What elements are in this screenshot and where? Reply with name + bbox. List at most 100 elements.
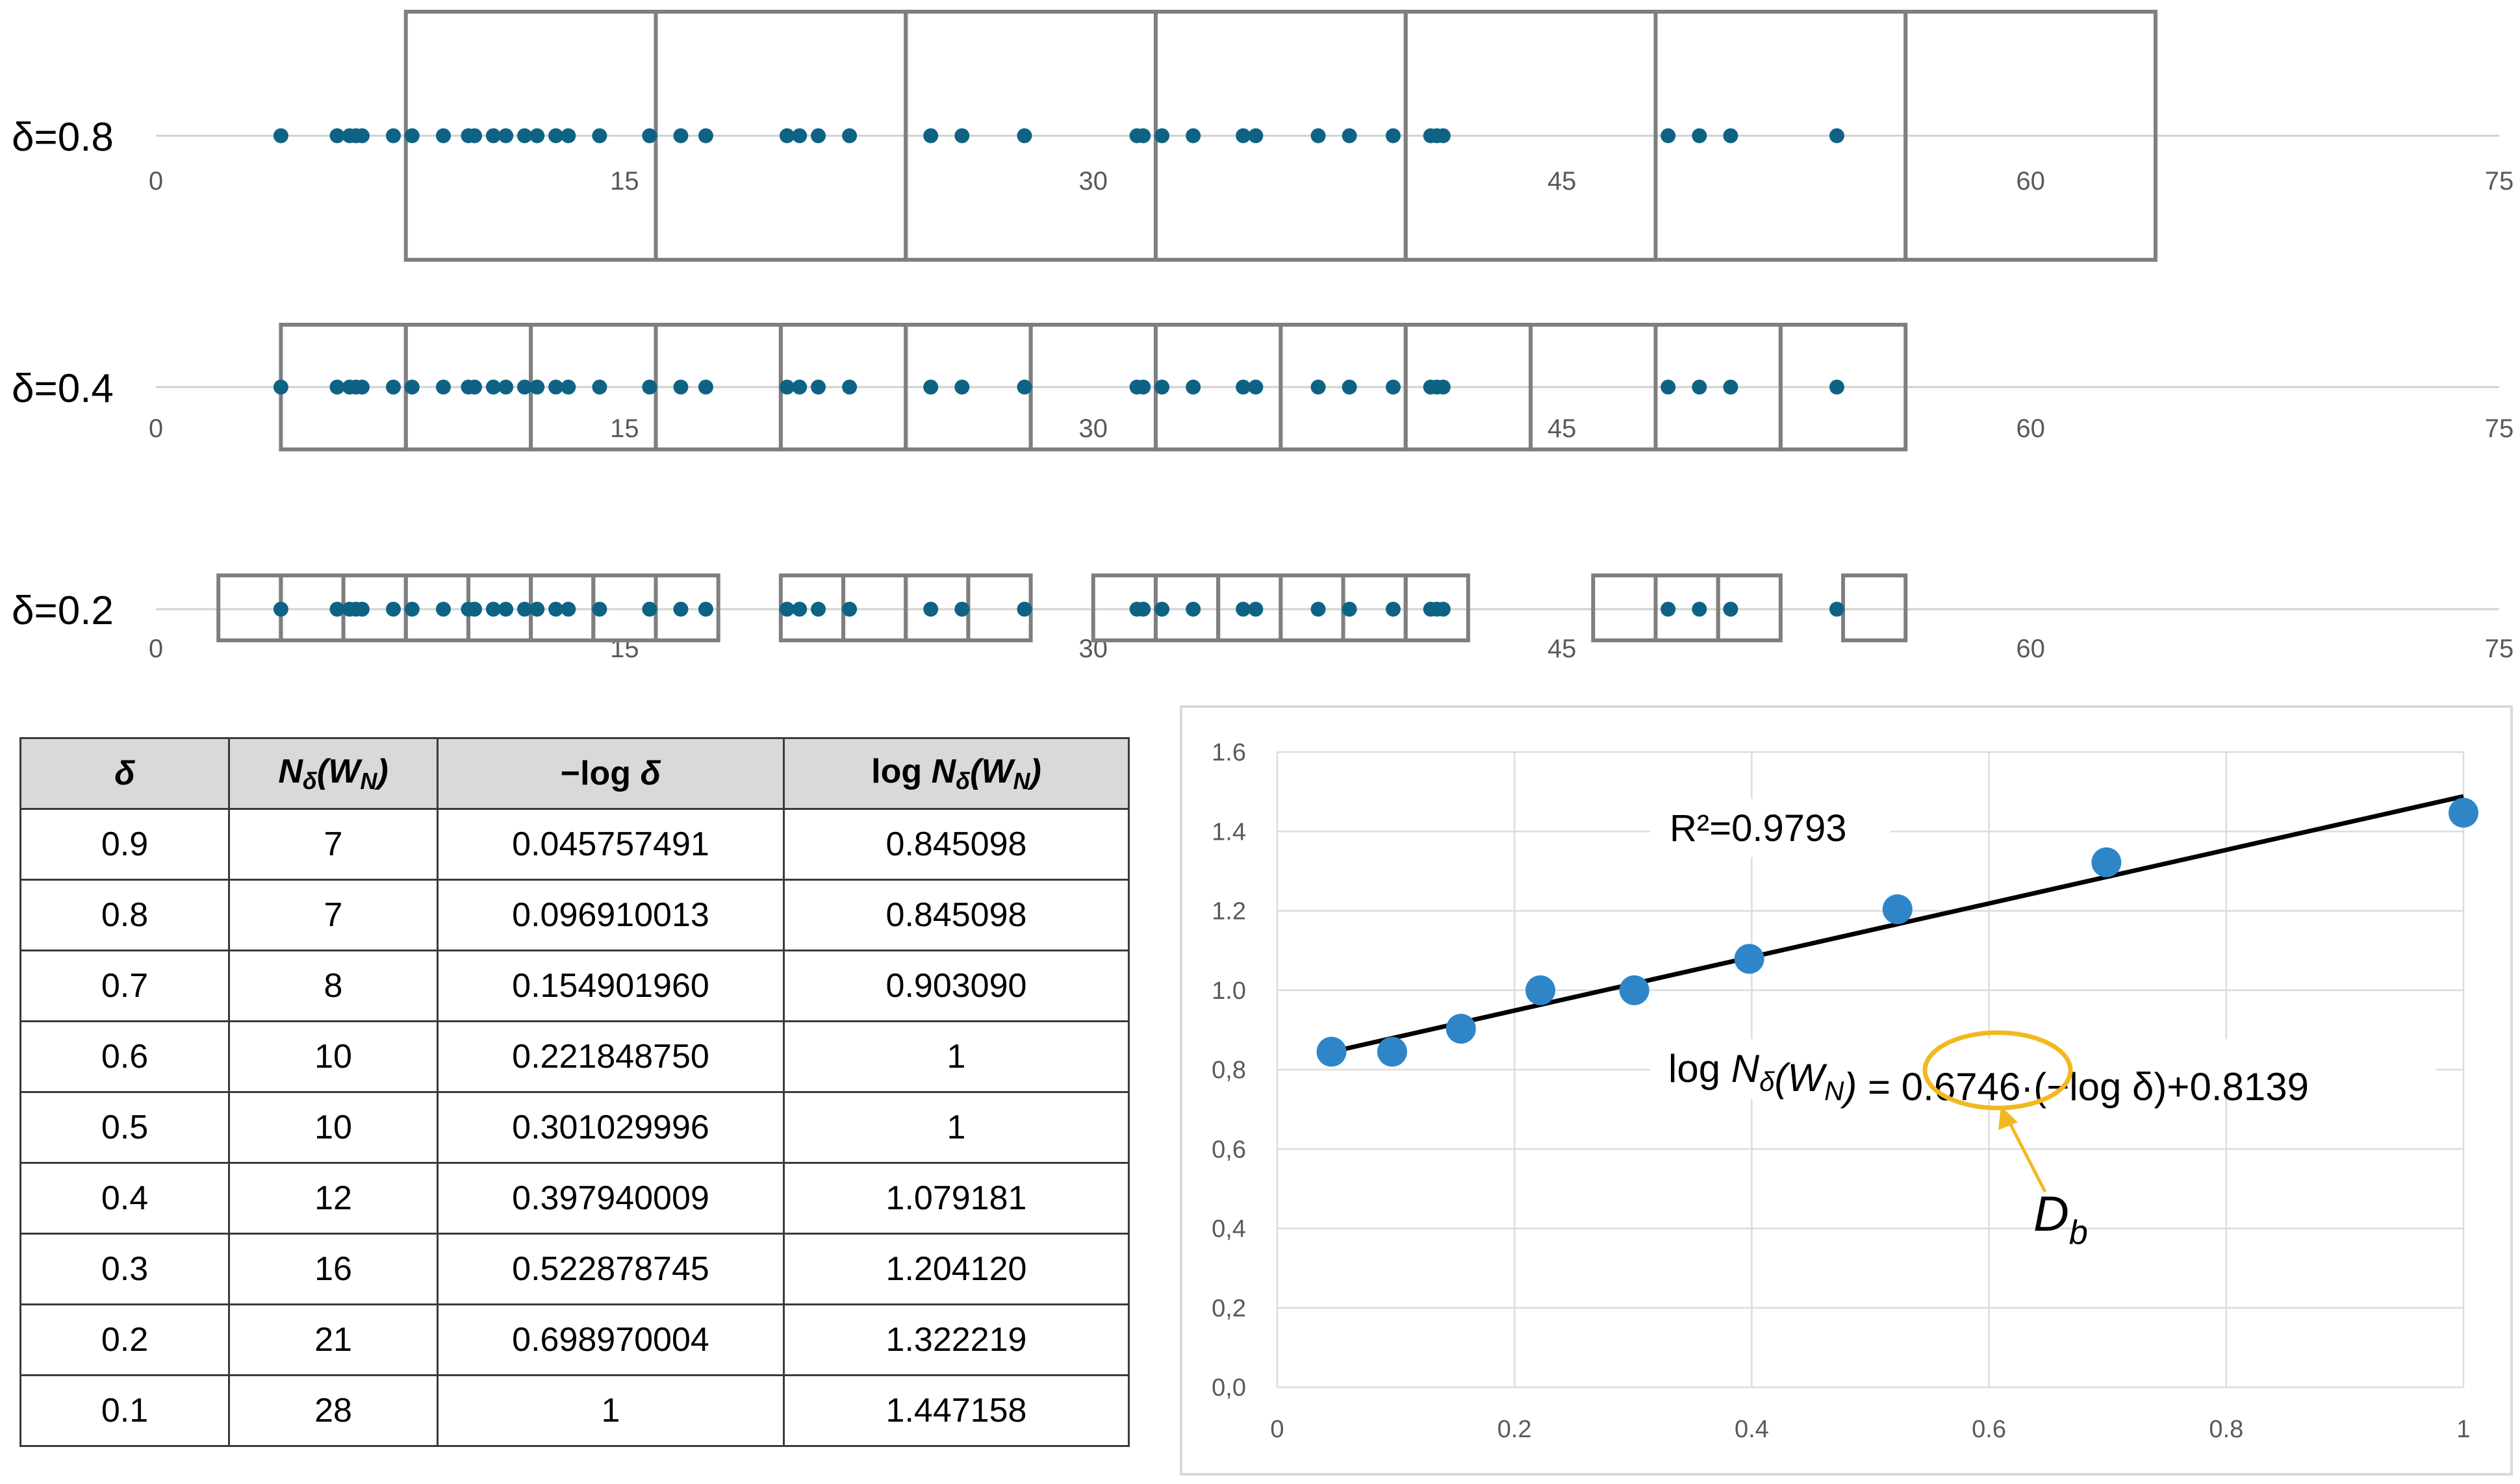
strip-tick-label: 60 <box>2016 167 2045 195</box>
strip-tick-label: 75 <box>2485 635 2514 663</box>
strip-data-point <box>498 129 513 144</box>
table-cell: 7 <box>229 880 438 951</box>
db-subscript: b <box>2069 1214 2088 1251</box>
strip-data-point <box>405 129 420 144</box>
x-tick-label: 0.6 <box>1972 1416 2006 1443</box>
strip-data-point <box>529 602 544 617</box>
strip-tick-label: 0 <box>149 167 163 195</box>
table-row: 0.1 28 1 1.447158 <box>21 1376 1129 1446</box>
table-cell: 0.4 <box>21 1163 229 1234</box>
coverage-box <box>1593 575 1655 640</box>
table-cell: 1.204120 <box>784 1234 1129 1305</box>
strip-data-point <box>642 602 657 617</box>
strip-data-point <box>1723 380 1738 395</box>
strip-data-point <box>792 380 807 395</box>
strip-data-point <box>1186 380 1201 395</box>
table-row: 0.9 7 0.045757491 0.845098 <box>21 809 1129 880</box>
table-cell: 0.221848750 <box>438 1022 784 1092</box>
strip-data-point <box>592 602 607 617</box>
equation-part: log <box>1668 1047 1731 1090</box>
strip-data-point <box>1311 129 1326 144</box>
strip-data-point <box>436 129 451 144</box>
fit-data-point <box>1620 975 1649 1005</box>
table-cell: 21 <box>229 1305 438 1376</box>
table-cell: 0.698970004 <box>438 1305 784 1376</box>
strip-data-point <box>1661 129 1675 144</box>
table-cell: 0.9 <box>21 809 229 880</box>
strip-data-point <box>592 129 607 144</box>
strip-tick-label: 45 <box>1547 635 1577 663</box>
strip-data-point <box>1661 602 1675 617</box>
table-row: 0.7 8 0.154901960 0.903090 <box>21 951 1129 1022</box>
strip-data-point <box>405 380 420 395</box>
fit-data-point <box>1446 1014 1476 1044</box>
table-cell: 0.6 <box>21 1022 229 1092</box>
strip-data-point <box>842 602 857 617</box>
strip-data-point <box>274 129 288 144</box>
strip-data-point <box>1661 380 1675 395</box>
strip-data-point <box>642 129 657 144</box>
strip-data-point <box>355 129 370 144</box>
strip-data-point <box>1017 129 1032 144</box>
strip-data-point <box>698 380 713 395</box>
strip-data-point <box>1829 380 1844 395</box>
strip-data-point <box>1723 129 1738 144</box>
strip-data-point <box>1248 380 1263 395</box>
strip-data-point <box>529 380 544 395</box>
fit-data-point <box>2091 848 2121 877</box>
strip-data-point <box>698 129 713 144</box>
table-cell: 0.845098 <box>784 880 1129 951</box>
x-tick-label: 0.4 <box>1735 1416 1769 1443</box>
box-count-table: δ Nδ(WN) −log δ log Nδ(WN) 0.9 7 0.0457574… <box>19 737 1130 1447</box>
strip-data-point <box>1386 602 1401 617</box>
db-annotation-label: Db <box>2033 1187 2088 1251</box>
strip-data-point <box>1154 602 1169 617</box>
strip-data-point <box>498 602 513 617</box>
strip-data-point <box>1136 380 1151 395</box>
table-cell: 16 <box>229 1234 438 1305</box>
table-cell: 0.903090 <box>784 951 1129 1022</box>
strip-data-point <box>355 380 370 395</box>
strip-data-point <box>1692 129 1707 144</box>
header-neg-log-delta: −log δ <box>438 738 784 809</box>
table-cell: 8 <box>229 951 438 1022</box>
strip-data-point <box>561 602 576 617</box>
y-tick-label: 1.6 <box>1212 739 1246 766</box>
strip-data-point <box>561 380 576 395</box>
strip-data-point <box>954 129 969 144</box>
strip-data-point <box>792 129 807 144</box>
equation-part: N <box>1731 1047 1760 1090</box>
y-tick-label: 0,8 <box>1212 1057 1246 1084</box>
table-cell: 10 <box>229 1092 438 1163</box>
strip-data-point <box>467 129 482 144</box>
y-tick-label: 0,2 <box>1212 1295 1246 1322</box>
strip-tick-label: 15 <box>610 167 639 195</box>
strip-data-point <box>842 380 857 395</box>
table-cell: 0.397940009 <box>438 1163 784 1234</box>
strip-tick-label: 60 <box>2016 635 2045 663</box>
strip-data-point <box>923 602 938 617</box>
x-tick-label: 0.8 <box>2209 1416 2243 1443</box>
strip-data-point <box>1248 129 1263 144</box>
header-count: Nδ(WN) <box>229 738 438 809</box>
strip-data-point <box>355 602 370 617</box>
strip-tick-label: 45 <box>1547 414 1577 443</box>
strip-delta-label: δ=0.2 <box>12 588 114 633</box>
coverage-box <box>218 575 281 640</box>
strip-data-point <box>673 129 688 144</box>
table-cell: 0.8 <box>21 880 229 951</box>
strip-data-point <box>1136 129 1151 144</box>
table-row: 0.5 10 0.301029996 1 <box>21 1092 1129 1163</box>
strip-data-point <box>386 129 401 144</box>
table-cell: 0.7 <box>21 951 229 1022</box>
strip-data-point <box>1386 129 1401 144</box>
strip-data-point <box>1386 380 1401 395</box>
table-cell: 12 <box>229 1163 438 1234</box>
strip-data-point <box>386 380 401 395</box>
table-row: 0.6 10 0.221848750 1 <box>21 1022 1129 1092</box>
strip-data-point <box>1436 602 1451 617</box>
strip-data-point <box>1342 602 1357 617</box>
equation-part: δ <box>1759 1066 1775 1097</box>
fit-data-point <box>1883 894 1913 924</box>
table-cell: 0.045757491 <box>438 809 784 880</box>
